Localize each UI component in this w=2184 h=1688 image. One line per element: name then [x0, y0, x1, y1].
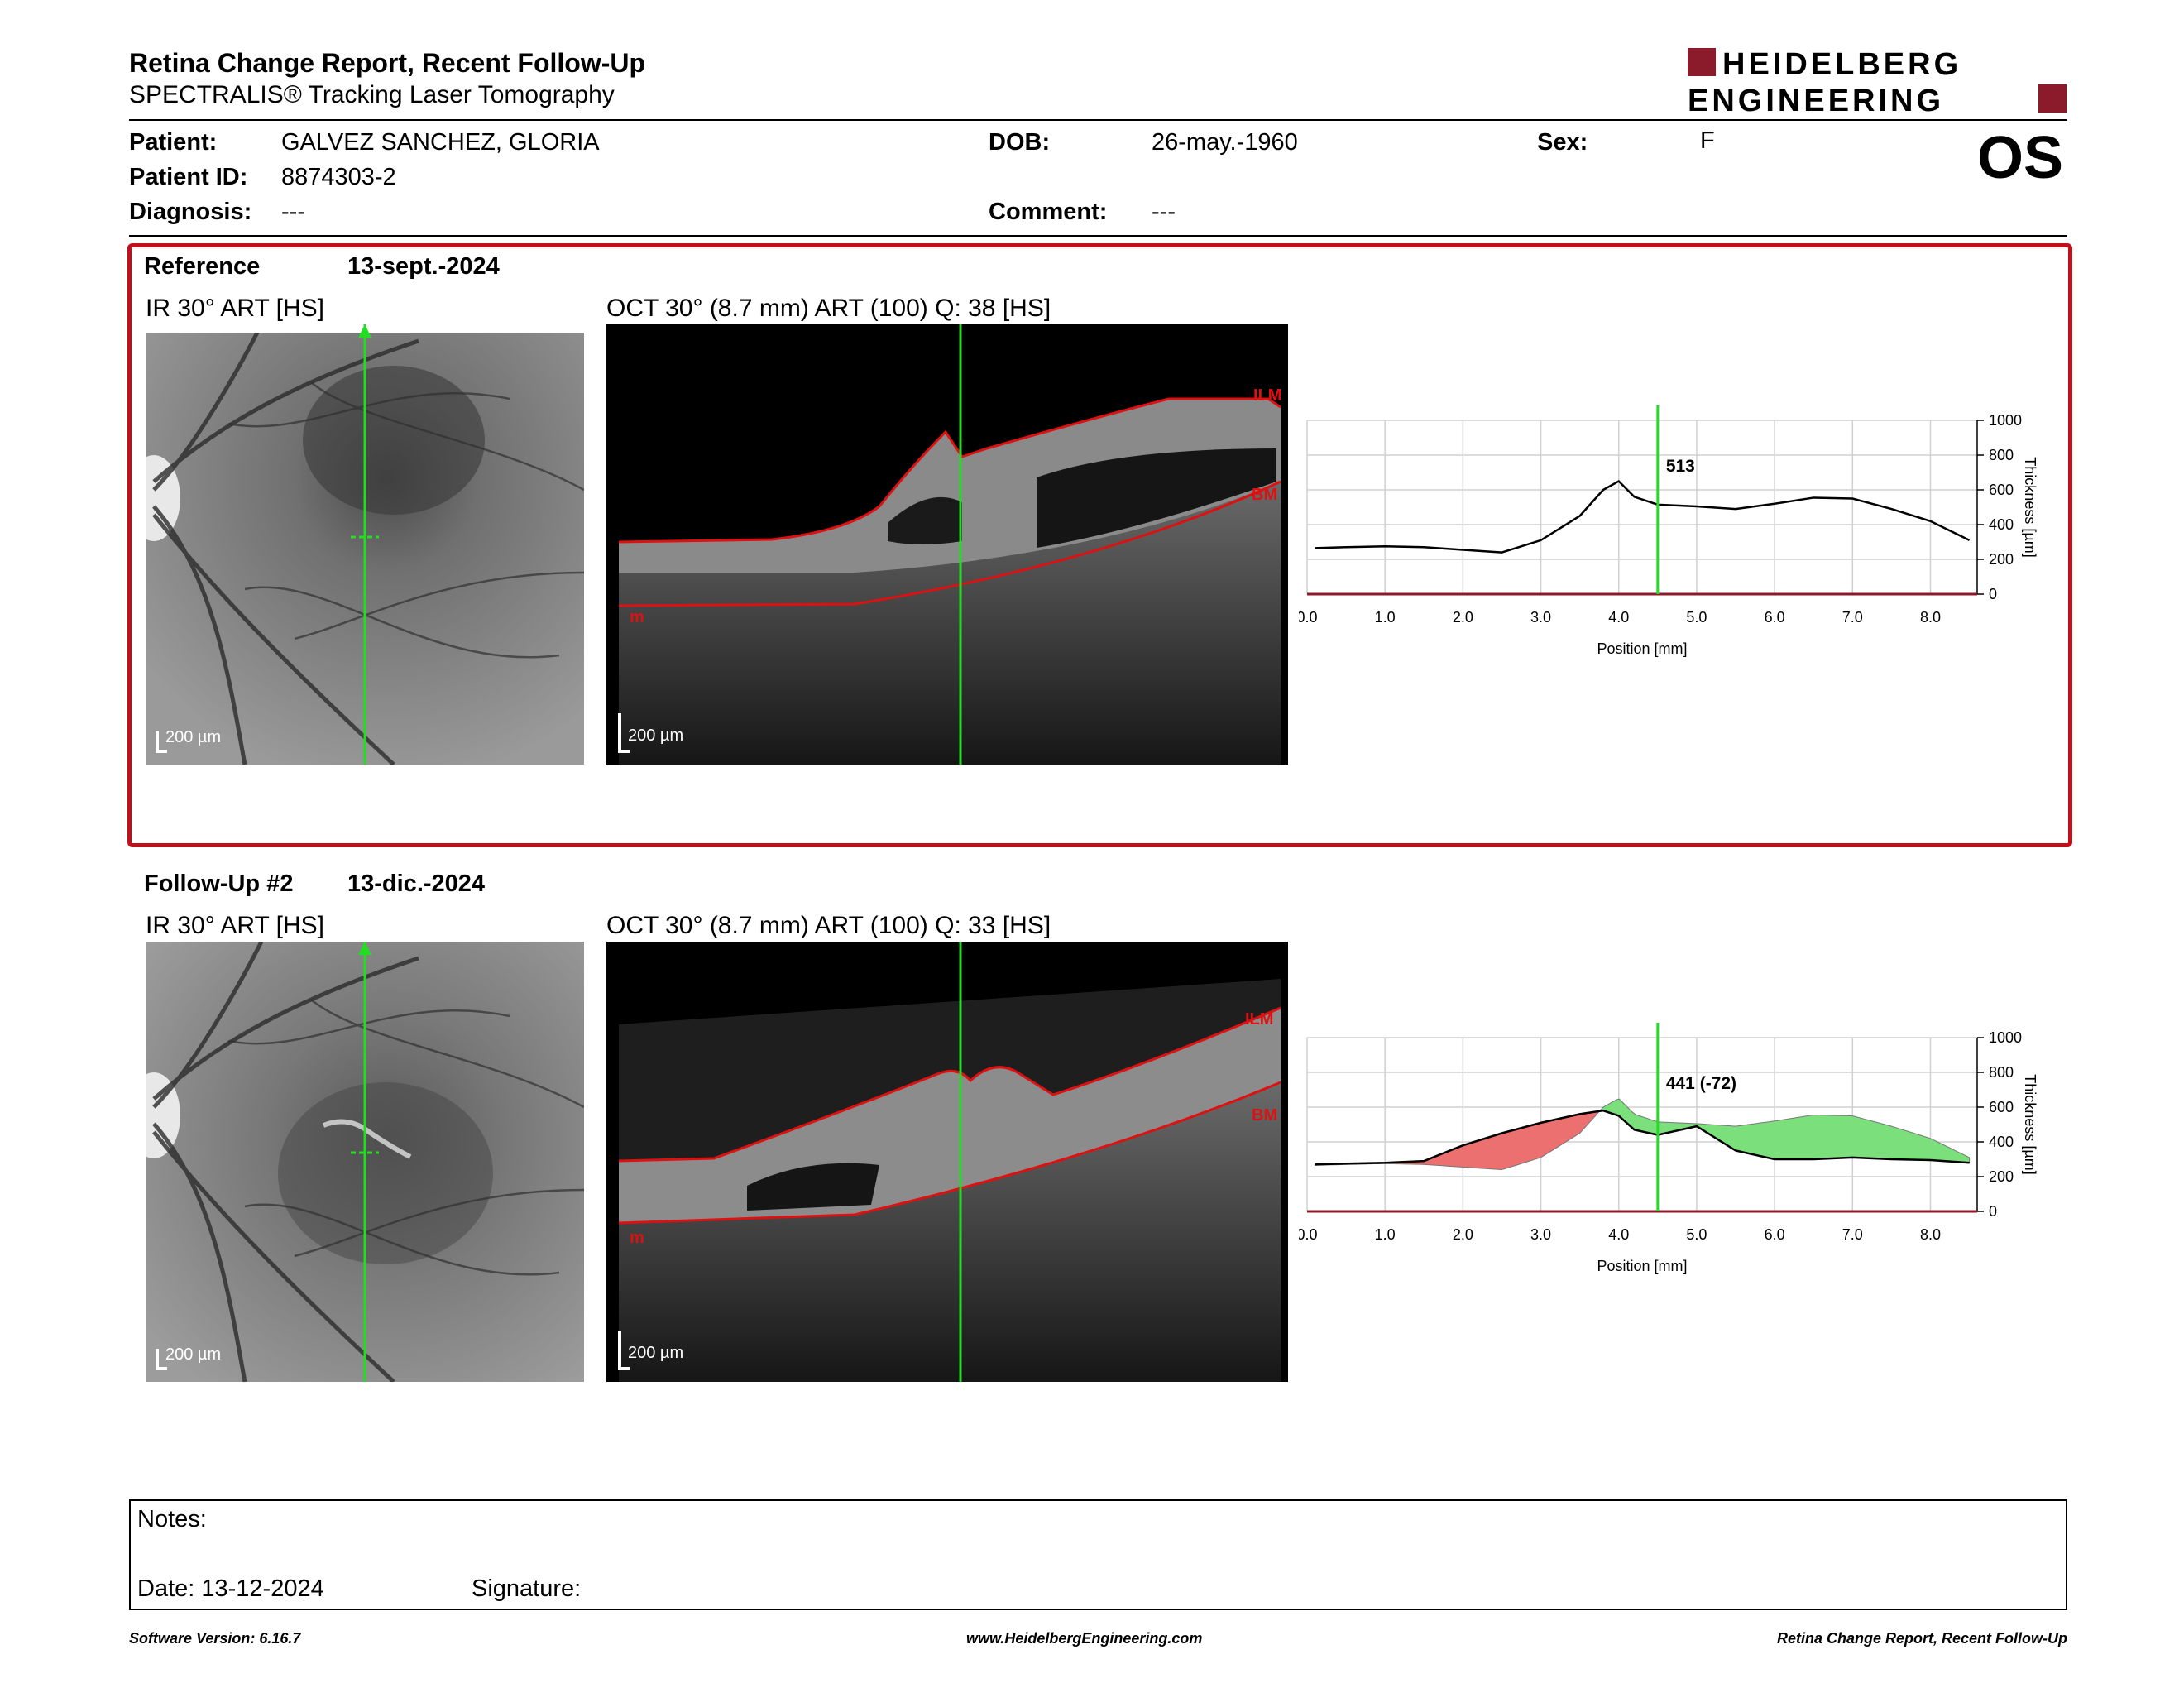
y-tick-label: 0	[1989, 586, 1997, 602]
reference-thickness-chart: 0.0 1.0 2.0 3.0 4.0 5.0 6.0 7.0 8.0 0 200 400 600 800…	[1299, 405, 2038, 657]
followup-ir-label: IR 30° ART [HS]	[146, 912, 324, 939]
x-tick-label: 2.0	[1453, 1226, 1473, 1243]
reference-bm-label: BM	[1252, 486, 1277, 504]
x-tick-label: 6.0	[1765, 1226, 1785, 1243]
diagnosis-value: ---	[281, 199, 305, 225]
reference-oct-label: OCT 30° (8.7 mm) ART (100) Q: 38 [HS]	[606, 295, 1051, 322]
x-tick-label: 2.0	[1453, 609, 1473, 626]
header-divider	[129, 119, 2067, 121]
x-tick-label: 3.0	[1530, 1226, 1551, 1243]
reference-label: Reference	[144, 253, 261, 280]
dob-label: DOB:	[989, 129, 1051, 156]
followup-date: 13-dic.-2024	[347, 870, 486, 897]
reference-oct-scale: 200 µm	[618, 712, 701, 753]
reference-frame	[127, 243, 2072, 847]
patient-id-label: Patient ID:	[129, 164, 248, 190]
followup-ir-scale: 200 µm	[156, 1345, 238, 1370]
y-tick-label: 800	[1989, 447, 2014, 463]
x-tick-label: 3.0	[1530, 609, 1551, 626]
eye-indicator: OS	[1977, 125, 2064, 191]
patient-label: Patient:	[129, 129, 218, 156]
y-tick-label: 600	[1989, 1099, 2014, 1115]
followup-ir-image[interactable]: 200 µm	[146, 942, 584, 1382]
followup-m-label: m	[630, 1229, 644, 1247]
reference-ilm-label: ILM	[1253, 386, 1281, 405]
reference-ir-label: IR 30° ART [HS]	[146, 295, 324, 322]
comment-label: Comment:	[989, 199, 1108, 225]
y-tick-label: 800	[1989, 1064, 2014, 1081]
cursor-value-label: 441 (-72)	[1666, 1074, 1736, 1093]
x-tick-label: 0.0	[1299, 609, 1318, 626]
y-axis-title: Thickness [µm]	[2022, 457, 2038, 557]
y-tick-label: 200	[1989, 1168, 2014, 1185]
x-tick-label: 1.0	[1375, 609, 1396, 626]
footer-software-version: Software Version: 6.16.7	[129, 1630, 301, 1647]
followup-oct-image[interactable]: ILM BM m 200 µm	[606, 942, 1288, 1382]
x-tick-label: 4.0	[1608, 609, 1629, 626]
followup-bm-label: BM	[1252, 1106, 1277, 1125]
diagnosis-label: Diagnosis:	[129, 199, 252, 225]
reference-ir-image[interactable]: 200 µm	[146, 324, 584, 765]
logo-line-2: ENGINEERING	[1688, 84, 1944, 116]
sex-label: Sex:	[1537, 129, 1588, 156]
heidelberg-logo: HEIDELBERG ENGINEERING	[1688, 47, 2067, 116]
x-tick-label: 6.0	[1765, 609, 1785, 626]
date-label: Date: 13-12-2024	[137, 1575, 324, 1602]
x-tick-label: 7.0	[1842, 609, 1863, 626]
y-tick-label: 600	[1989, 482, 2014, 498]
patient-name: GALVEZ SANCHEZ, GLORIA	[281, 129, 600, 156]
x-axis-title: Position [mm]	[1597, 1258, 1687, 1274]
footer-website[interactable]: www.HeidelbergEngineering.com	[966, 1630, 1203, 1647]
thickness-increase-area	[1599, 1098, 1971, 1163]
y-axis-title: Thickness [µm]	[2022, 1074, 2038, 1174]
reference-date: 13-sept.-2024	[347, 253, 500, 280]
patient-divider	[129, 235, 2067, 237]
patient-id: 8874303-2	[281, 164, 396, 190]
notes-box[interactable]: Notes: Date: 13-12-2024 Signature:	[129, 1499, 2067, 1610]
report-title: Retina Change Report, Recent Follow-Up	[129, 48, 646, 78]
series-line	[1315, 1109, 1970, 1166]
y-tick-label: 400	[1989, 1134, 2014, 1150]
cursor-value-label: 513	[1666, 457, 1695, 476]
reference-oct-image[interactable]: ILM BM m 200 µm	[606, 324, 1288, 765]
dob-value: 26-may.-1960	[1152, 129, 1298, 156]
x-axis-title: Position [mm]	[1597, 640, 1687, 657]
y-tick-label: 200	[1989, 551, 2014, 568]
y-tick-label: 1000	[1989, 412, 2022, 429]
followup-oct-scale: 200 µm	[618, 1329, 701, 1370]
footer-report-name: Retina Change Report, Recent Follow-Up	[1776, 1630, 2067, 1647]
reference-ir-scale: 200 µm	[156, 728, 238, 753]
x-tick-label: 8.0	[1920, 609, 1941, 626]
followup-oct-label: OCT 30° (8.7 mm) ART (100) Q: 33 [HS]	[606, 912, 1051, 939]
logo-line-1: HEIDELBERG	[1722, 47, 1961, 82]
notes-label: Notes:	[137, 1506, 207, 1532]
series-line	[1315, 479, 1971, 554]
y-tick-label: 1000	[1989, 1029, 2022, 1046]
sex-value: F	[1700, 127, 1715, 154]
followup-label: Follow-Up #2	[144, 870, 294, 897]
followup-ilm-label: ILM	[1245, 1010, 1273, 1029]
x-tick-label: 5.0	[1686, 1226, 1707, 1243]
x-tick-label: 7.0	[1842, 1226, 1863, 1243]
followup-thickness-chart: 0.0 1.0 2.0 3.0 4.0 5.0 6.0 7.0 8.0 0 200 400 600 800…	[1299, 1023, 2038, 1274]
signature-label: Signature:	[472, 1575, 582, 1602]
x-tick-label: 4.0	[1608, 1226, 1629, 1243]
x-tick-label: 8.0	[1920, 1226, 1941, 1243]
x-tick-label: 5.0	[1686, 609, 1707, 626]
comment-value: ---	[1152, 199, 1176, 225]
y-tick-label: 400	[1989, 516, 2014, 533]
y-tick-label: 0	[1989, 1203, 1997, 1220]
reference-m-label: m	[630, 608, 644, 626]
x-tick-label: 1.0	[1375, 1226, 1396, 1243]
report-subtitle: SPECTRALIS® Tracking Laser Tomography	[129, 81, 615, 108]
x-tick-label: 0.0	[1299, 1226, 1318, 1243]
